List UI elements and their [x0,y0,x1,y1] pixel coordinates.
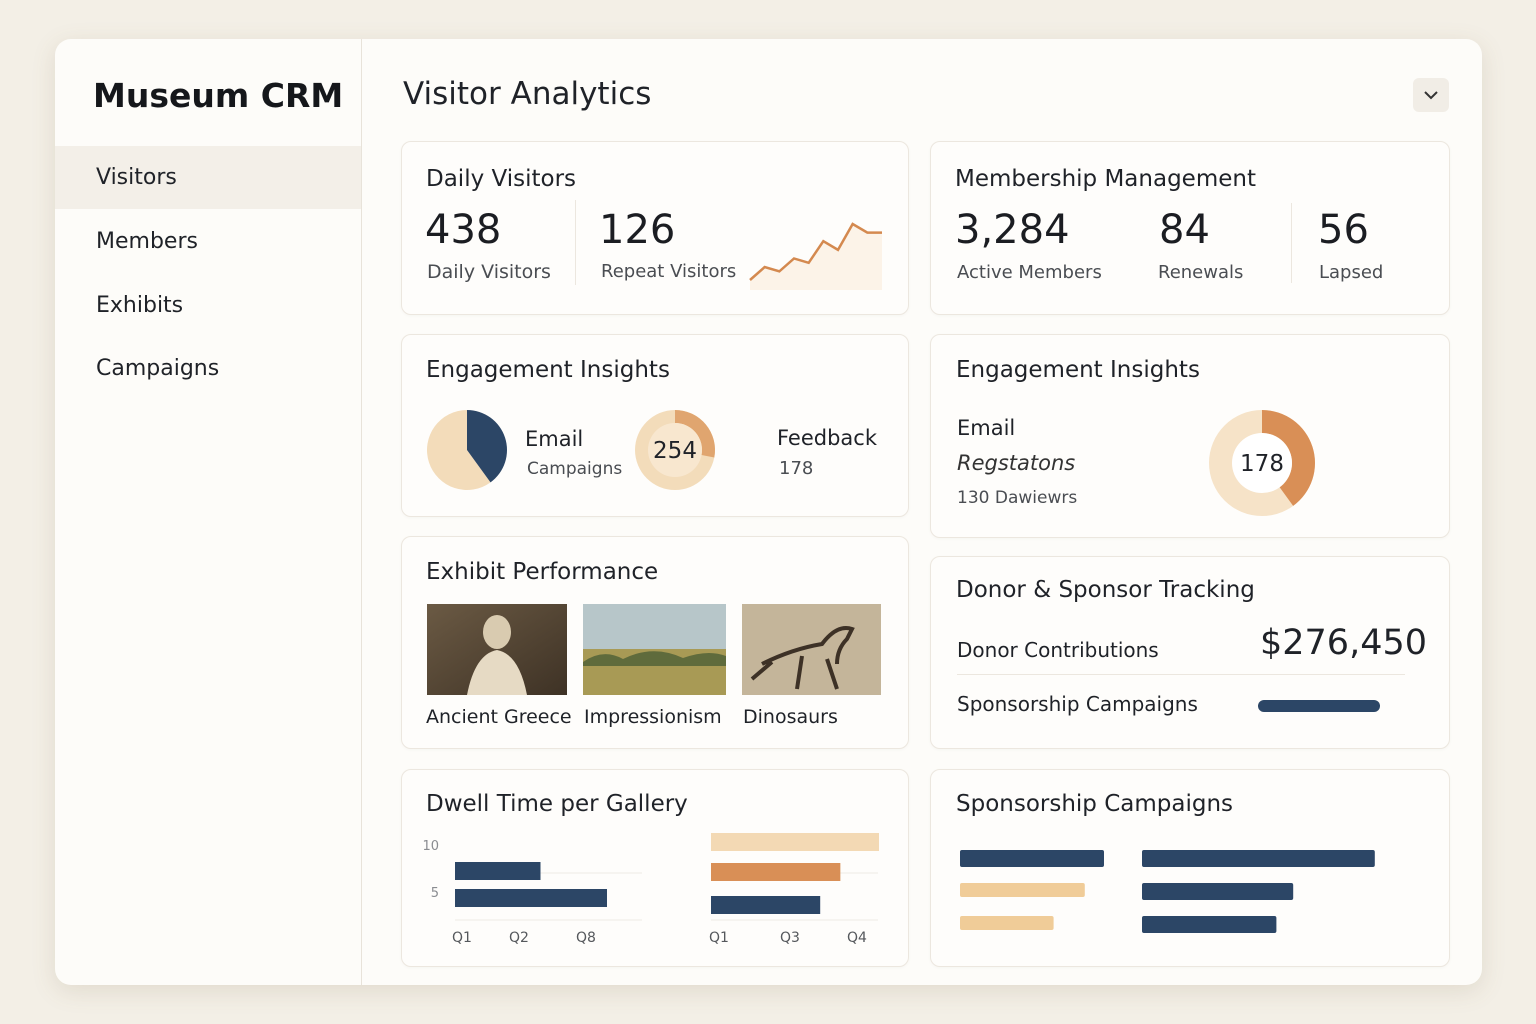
stat-label: Lapsed [1319,262,1384,283]
stat-value: 84 [1159,207,1210,253]
stat-value: 3,284 [955,207,1070,253]
nav-link[interactable]: Campaigns [96,356,220,381]
card-title: Sponsorship Campaigns [956,791,1234,817]
divider [575,200,576,285]
stat-label: Renewals [1158,262,1244,283]
divider [1291,203,1292,283]
donor-card [930,556,1450,749]
stat-value: 56 [1318,207,1369,253]
card-title: Dwell Time per Gallery [426,791,688,817]
nav-link[interactable]: Visitors [96,165,177,190]
engagement-card [930,334,1450,538]
legend-label: Feedback [777,426,878,450]
metric-value: $276,450 [1260,623,1428,663]
card-title: Engagement Insights [426,357,670,383]
page-title: Visitor Analytics [403,76,652,112]
dropdown-button[interactable] [1413,78,1449,112]
card-title: Engagement Insights [956,357,1200,383]
legend-label: Email [957,416,1016,440]
card-title: Daily Visitors [426,166,577,192]
legend-label: Regstatons [957,451,1076,475]
exhibit-label: Ancient Greece [426,706,572,728]
legend-label: Email [525,427,584,451]
legend-sub: 130 Dawiewrs [957,488,1078,508]
exhibit-image [742,604,881,695]
stat-label: Repeat Visitors [601,261,737,282]
membership-card [930,141,1450,315]
card-title: Donor & Sponsor Tracking [956,577,1255,603]
exhibit-label: Impressionism [584,706,722,728]
legend-sub: Campaigns [527,459,623,479]
exhibit-label: Dinosaurs [743,706,838,728]
nav-link[interactable]: Exhibits [96,293,184,318]
progress-bar [1258,700,1380,712]
stat-value: 438 [425,207,502,253]
stat-value: 126 [599,207,676,253]
nav-item-active[interactable] [55,146,361,209]
exhibit-image [583,604,726,695]
metric-label: Donor Contributions [957,638,1159,662]
card-title: Exhibit Performance [426,559,659,585]
app-title: Museum CRM [93,76,344,115]
divider [957,674,1405,675]
card-title: Membership Management [955,166,1256,192]
nav-link[interactable]: Members [96,229,198,254]
chevron-icon [1424,91,1438,100]
sidebar [55,39,362,985]
stat-label: Daily Visitors [427,261,551,283]
exhibit-image [427,604,567,695]
stat-label: Active Members [957,262,1102,283]
sponsorship-card [930,769,1450,967]
metric-label: Sponsorship Campaigns [957,692,1198,716]
legend-sub: 178 [779,458,814,479]
